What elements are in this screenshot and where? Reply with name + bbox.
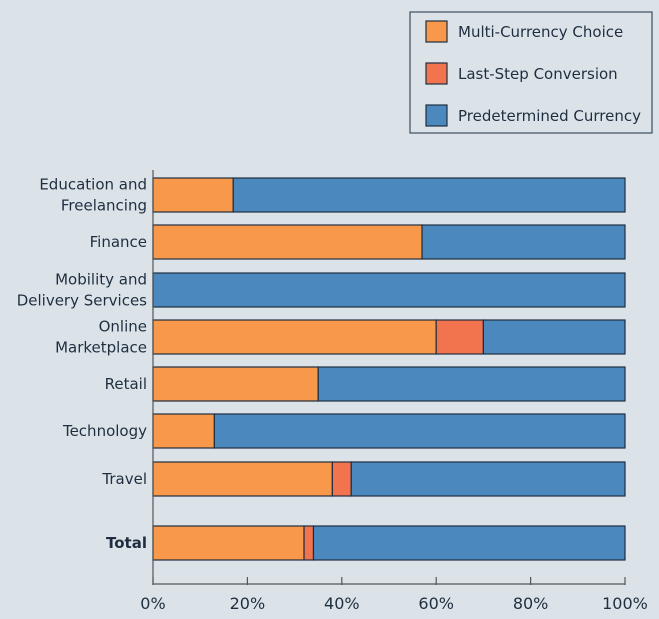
legend-label: Multi-Currency Choice [458,23,623,41]
category-label: Total [106,534,147,552]
category-label: Delivery Services [17,292,147,310]
legend-label: Last-Step Conversion [458,65,618,83]
bar-segment [152,224,423,260]
category-label: Marketplace [55,339,147,357]
bar-segment [317,366,626,402]
bar-segment [482,319,626,355]
x-tick-label: 80% [513,594,549,613]
bar-segment [152,319,437,355]
bar-segment [232,177,626,213]
legend-label: Predetermined Currency [458,107,641,125]
legend-box [409,11,653,134]
category-label: Online [99,318,147,336]
x-tick-label: 40% [324,594,360,613]
category-label: Mobility and [55,271,147,289]
bar-segment [303,525,315,561]
category-label: Retail [105,375,147,393]
bar-segment [152,272,626,308]
bar-segment [152,525,305,561]
bar-segment [312,525,626,561]
x-tick-label: 60% [418,594,454,613]
bar-segment [152,461,333,497]
legend-swatch [425,20,448,43]
x-tick-label: 100% [602,594,648,613]
bar-segment [152,177,234,213]
legend-swatch [425,104,448,127]
bar-segment [152,366,319,402]
x-tick-label: 0% [140,594,165,613]
category-label: Finance [90,233,147,251]
bar-segment [331,461,352,497]
bar-segment [213,413,626,449]
category-label: Travel [101,470,147,488]
x-tick-label: 20% [230,594,266,613]
legend-swatch [425,62,448,85]
category-label: Education and [39,176,147,194]
category-label: Freelancing [61,197,147,215]
category-label: Technology [62,422,147,440]
bar-segment [350,461,626,497]
bar-segment [421,224,626,260]
bar-segment [435,319,485,355]
bar-segment [152,413,215,449]
